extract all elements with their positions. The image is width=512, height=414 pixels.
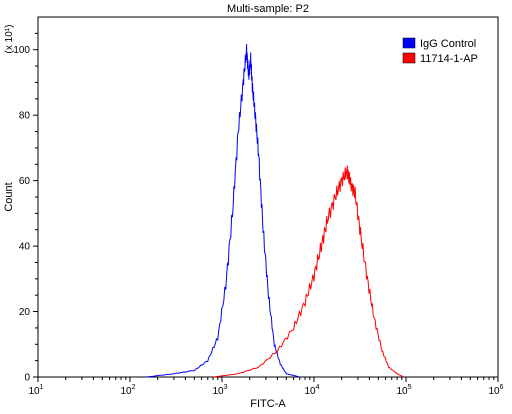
legend-swatch [402, 52, 416, 64]
legend-label: 11714-1-AP [420, 53, 478, 65]
x-tick-label: 101 [28, 384, 43, 397]
legend-swatch [402, 37, 416, 49]
y-multiplier-label: (x 10¹) [4, 25, 15, 54]
x-tick-label: 103 [212, 384, 227, 397]
x-tick-label: 105 [396, 384, 411, 397]
y-tick-label: 20 [19, 307, 31, 318]
x-tick-label: 104 [304, 384, 319, 397]
axis-layer: 101 102 103 104 105 106 0 20 40 60 80 100 [13, 32, 504, 397]
x-axis-label: FITC-A [250, 398, 286, 410]
y-tick-label: 0 [24, 373, 30, 384]
legend-label: IgG Control [420, 38, 476, 50]
series-layer [146, 44, 405, 378]
series-line-igg-control [146, 44, 300, 378]
y-tick-label: 100 [13, 45, 30, 56]
y-tick-label: 80 [19, 111, 31, 122]
series-line-sample [213, 165, 405, 378]
x-tick-label: 106 [488, 384, 503, 397]
plot-frame [37, 16, 499, 378]
y-tick-label: 60 [19, 176, 31, 187]
x-tick-label: 102 [120, 384, 135, 397]
chart-title: Multi-sample: P2 [227, 3, 309, 15]
y-tick-label: 40 [19, 242, 31, 253]
y-axis-label: Count [3, 182, 15, 211]
legend: IgG Control 11714-1-AP [402, 37, 478, 65]
